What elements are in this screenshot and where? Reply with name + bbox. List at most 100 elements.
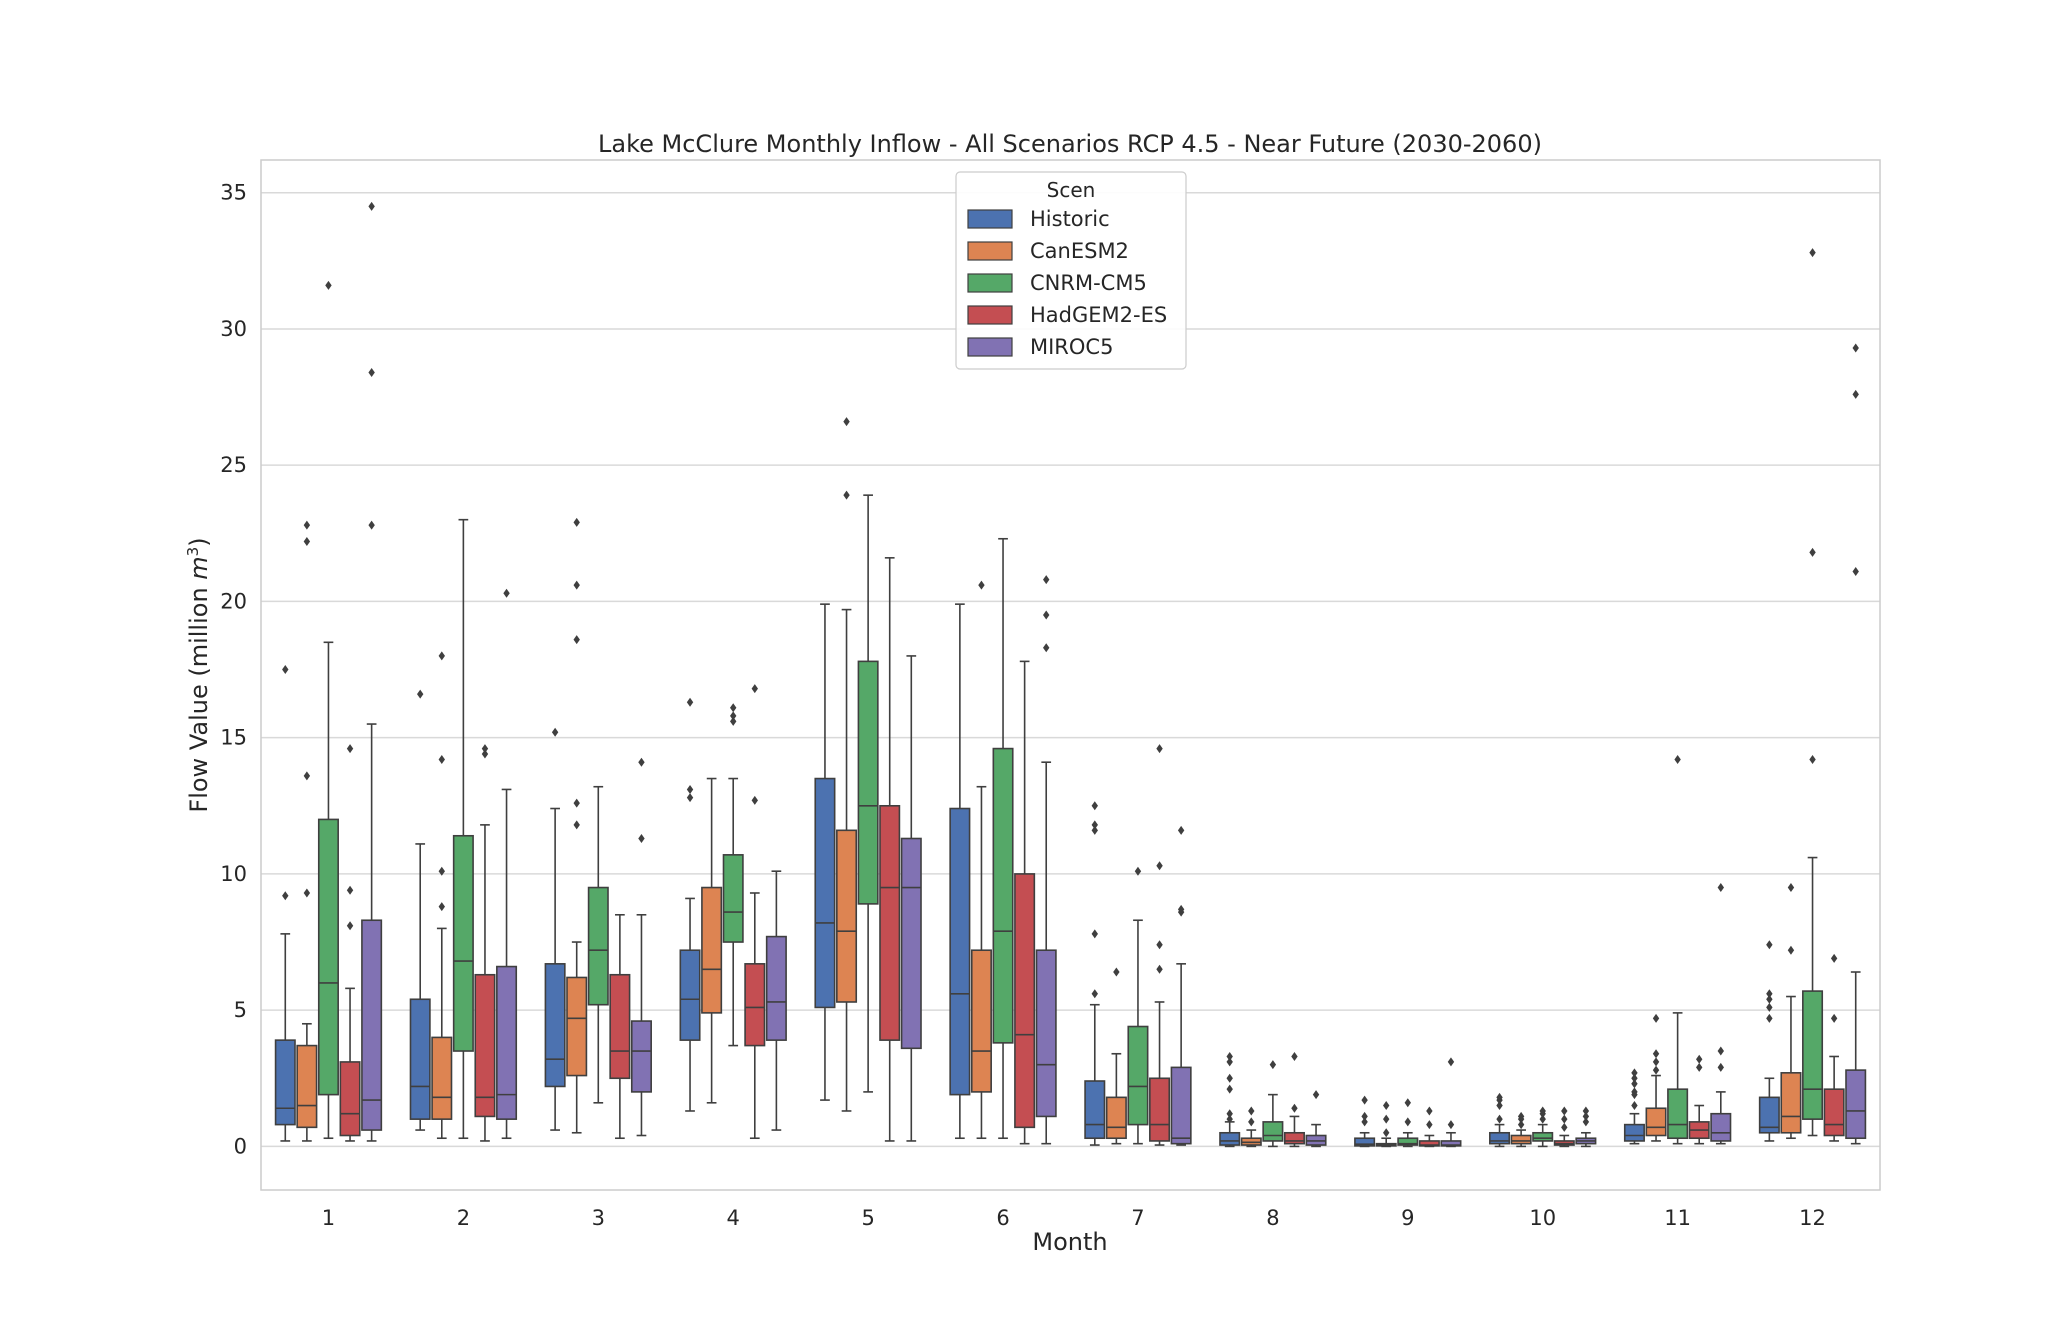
outlier-point	[1091, 820, 1098, 830]
box-iqr	[274, 1039, 296, 1126]
outlier-point	[1787, 883, 1795, 893]
outlier-point	[1631, 1087, 1638, 1097]
x-tick-label: 4	[727, 1206, 740, 1230]
outlier-point	[638, 833, 645, 843]
box-historic-month-12	[1758, 940, 1780, 1142]
box-cnrm-cm5-month-10	[1532, 1106, 1554, 1148]
outlier-point	[325, 280, 332, 290]
outlier-point	[368, 368, 375, 378]
legend-swatch	[967, 337, 1013, 357]
outlier-point	[368, 520, 375, 530]
outlier-point	[1582, 1106, 1590, 1116]
box-iqr	[1802, 990, 1824, 1120]
outlier-point	[686, 784, 694, 794]
box-hadgem2-es-month-3	[609, 913, 631, 1140]
box-canesm2-month-3	[566, 517, 588, 1134]
box-hadgem2-es-month-4	[744, 684, 766, 1140]
box-iqr	[970, 949, 992, 1093]
box-hadgem2-es-month-2	[474, 744, 496, 1142]
box-miroc5-month-2	[496, 588, 518, 1140]
box-iqr	[1667, 1088, 1689, 1140]
box-historic-month-3	[544, 727, 566, 1131]
box-iqr	[1710, 1112, 1732, 1142]
box-iqr	[1219, 1131, 1241, 1146]
legend-swatch	[967, 305, 1013, 325]
outlier-point	[1312, 1090, 1320, 1100]
box-miroc5-month-6	[1035, 575, 1057, 1145]
outlier-point	[1809, 248, 1816, 258]
outlier-point	[1766, 940, 1773, 950]
outlier-point	[1156, 744, 1163, 754]
box-hadgem2-es-month-1	[339, 744, 361, 1142]
box-iqr	[1035, 949, 1057, 1118]
legend-swatch	[967, 241, 1013, 261]
outlier-point	[303, 536, 311, 546]
x-tick-label: 11	[1664, 1206, 1691, 1230]
box-iqr	[1758, 1096, 1780, 1134]
box-iqr	[1283, 1131, 1305, 1145]
x-tick-label: 10	[1529, 1206, 1556, 1230]
outlier-point	[282, 891, 289, 901]
box-iqr	[722, 854, 744, 943]
box-iqr	[431, 1036, 453, 1120]
box-historic-month-6	[949, 603, 971, 1140]
box-hadgem2-es-month-8	[1283, 1051, 1305, 1148]
box-iqr	[1510, 1134, 1532, 1145]
box-miroc5-month-7	[1170, 825, 1192, 1146]
box-canesm2-month-9	[1375, 1101, 1397, 1148]
outlier-point	[1404, 1098, 1411, 1108]
outlier-point	[1652, 1049, 1660, 1059]
box-iqr	[317, 818, 339, 1096]
outlier-point	[1383, 1101, 1390, 1111]
box-iqr	[1623, 1123, 1645, 1142]
outlier-point	[1852, 343, 1859, 353]
box-miroc5-month-5	[900, 655, 922, 1142]
outlier-point	[1226, 1084, 1233, 1094]
outlier-point	[303, 888, 311, 898]
legend-title: Scen	[1047, 178, 1096, 202]
box-cnrm-cm5-month-8	[1262, 1060, 1284, 1148]
outlier-point	[1852, 389, 1859, 399]
outlier-point	[1043, 610, 1050, 620]
box-iqr	[744, 963, 766, 1047]
outlier-point	[1291, 1103, 1298, 1113]
box-hadgem2-es-month-6	[1014, 660, 1036, 1145]
outlier-point	[1248, 1117, 1255, 1127]
x-tick-label: 12	[1799, 1206, 1826, 1230]
box-iqr	[361, 919, 383, 1131]
outlier-point	[1809, 754, 1816, 764]
outlier-point	[551, 727, 559, 737]
outlier-point	[1766, 994, 1773, 1004]
box-miroc5-month-11	[1710, 883, 1732, 1145]
box-miroc5-month-8	[1305, 1090, 1327, 1148]
outlier-point	[1113, 967, 1120, 977]
outlier-point	[1177, 825, 1185, 835]
box-iqr	[814, 777, 836, 1009]
outlier-point	[1248, 1106, 1255, 1116]
outlier-point	[1383, 1114, 1390, 1124]
outlier-point	[481, 749, 489, 759]
y-axis-title: Flow Value (million m3)	[184, 537, 213, 812]
y-tick-label: 35	[220, 181, 247, 205]
outlier-point	[730, 711, 737, 721]
outlier-point	[843, 417, 850, 427]
x-tick-label: 9	[1401, 1206, 1414, 1230]
box-iqr	[765, 935, 787, 1041]
outlier-point	[1631, 1101, 1638, 1111]
outlier-point	[1156, 940, 1163, 950]
legend-label: CanESM2	[1030, 239, 1129, 263]
box-iqr	[1845, 1069, 1867, 1140]
x-tick-labels: 1 2 3 4 5 6 7 8 9 10 11 12	[322, 1206, 1826, 1230]
outlier-point	[1561, 1122, 1568, 1132]
box-iqr	[879, 804, 901, 1041]
box-cnrm-cm5-month-5	[857, 494, 879, 1093]
box-iqr	[1354, 1137, 1376, 1147]
outlier-point	[1787, 945, 1795, 955]
box-miroc5-month-1	[361, 201, 383, 1142]
legend-label: MIROC5	[1030, 335, 1113, 359]
box-cnrm-cm5-month-1	[317, 280, 339, 1140]
box-iqr	[1149, 1077, 1171, 1142]
box-iqr	[836, 829, 858, 1003]
box-cnrm-cm5-month-11	[1667, 754, 1689, 1145]
